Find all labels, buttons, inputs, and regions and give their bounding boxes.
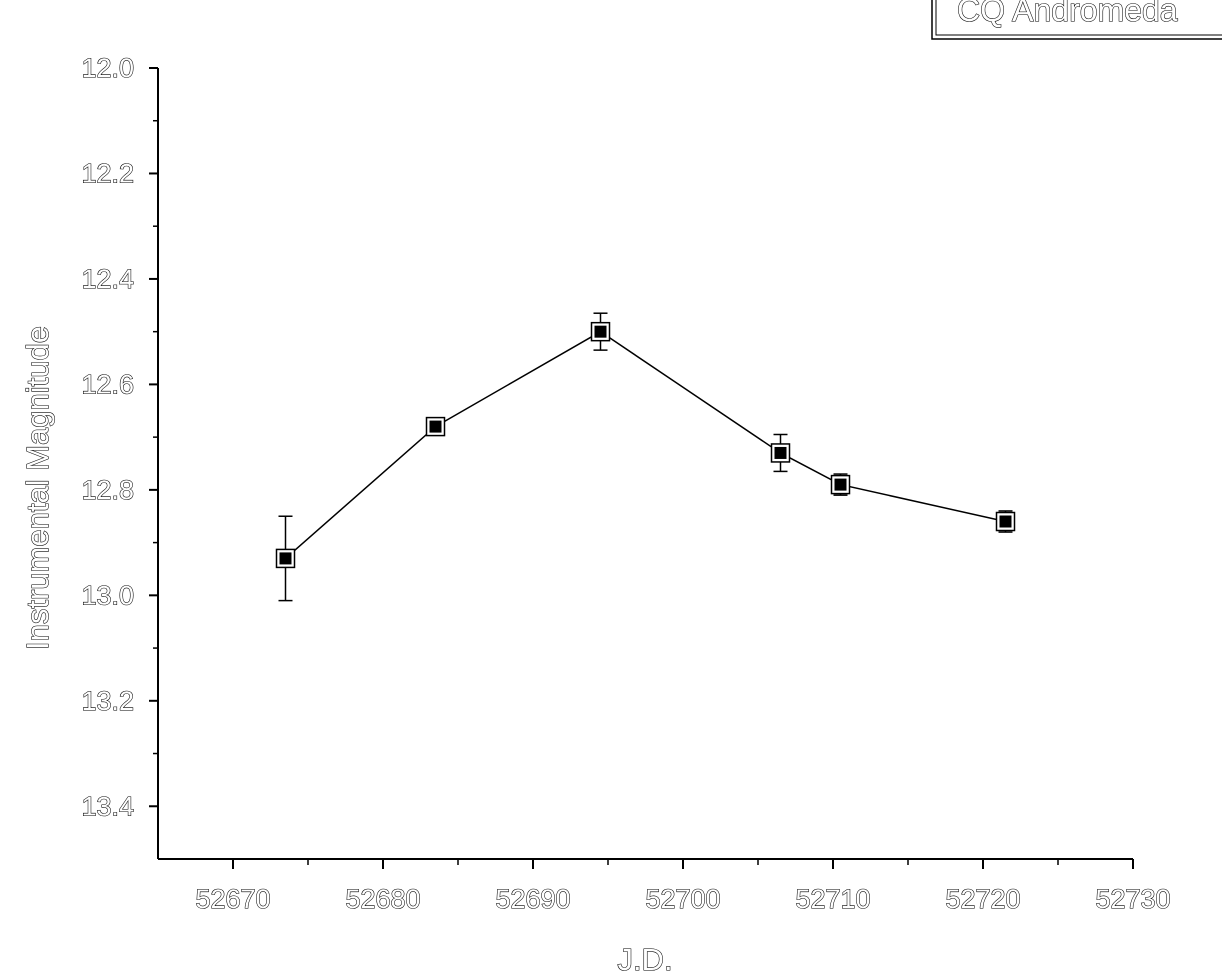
y-tick-label: 12.0 [81, 53, 134, 83]
x-tick-label: 52700 [645, 884, 720, 914]
x-tick-label: 52670 [195, 884, 270, 914]
x-tick-label: 52730 [1095, 884, 1170, 914]
series-line [285, 330, 1006, 559]
data-point [594, 325, 607, 338]
legend-label: CQ Andromeda [957, 0, 1178, 28]
legend-box: CQ Andromeda [931, 0, 1222, 40]
y-tick-label: 12.6 [81, 369, 134, 399]
data-point [429, 420, 442, 433]
legend-frame-outer [931, 0, 1222, 40]
data-point [999, 515, 1012, 528]
data-point [834, 478, 847, 491]
x-tick-label: 52680 [345, 884, 420, 914]
y-axis-title: Instrumental Magnitude [20, 326, 55, 650]
y-tick-label: 13.4 [81, 791, 134, 821]
y-tick-label: 12.8 [81, 475, 134, 505]
data-point [279, 552, 292, 565]
series-line-halo [284, 329, 1006, 561]
data-series [275, 312, 1016, 602]
ticks: 12.0 12.2 12.4 12.6 12.8 13.0 13.2 13.4 52670 526… [81, 52, 1171, 914]
y-tick-label: 13.0 [81, 580, 134, 610]
axes [157, 68, 1133, 860]
data-point [774, 446, 787, 459]
legend-frame-inner [935, 0, 1222, 36]
x-tick-label: 52710 [795, 884, 870, 914]
y-tick-label: 12.4 [81, 264, 134, 294]
x-tick-label: 52690 [495, 884, 570, 914]
y-tick-label: 12.2 [81, 158, 134, 188]
x-axis-title: J.D. [617, 942, 672, 977]
x-tick-label: 52720 [945, 884, 1020, 914]
y-tick-label: 13.2 [81, 686, 134, 716]
